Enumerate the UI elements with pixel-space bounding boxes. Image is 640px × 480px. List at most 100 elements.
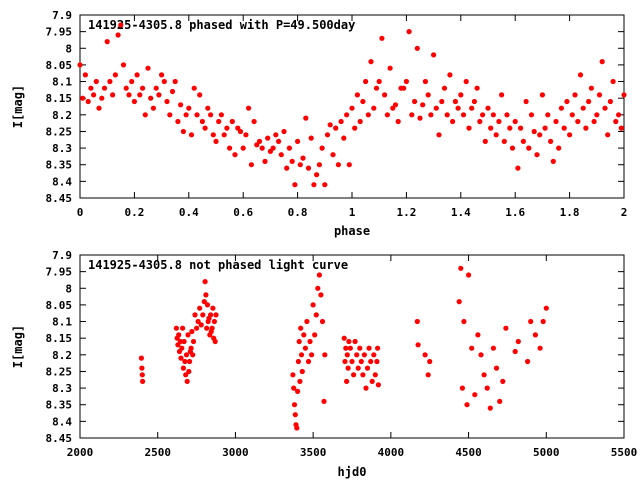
y-tick-label: 8.45 [46, 192, 73, 205]
data-point [115, 32, 121, 38]
data-point [450, 118, 456, 125]
data-point [179, 345, 185, 351]
data-point [392, 102, 399, 108]
data-point [324, 132, 331, 138]
data-point [371, 352, 377, 358]
data-point [297, 162, 303, 168]
data-point [145, 65, 151, 71]
data-point [188, 132, 195, 138]
data-point [281, 128, 287, 135]
data-point [365, 112, 371, 118]
data-point [420, 102, 426, 108]
data-point [425, 372, 431, 378]
data-point [433, 105, 439, 111]
data-point [256, 138, 263, 144]
data-points [138, 265, 549, 431]
data-point [243, 132, 249, 138]
y-tick-label: 8.3 [52, 382, 72, 395]
y-tick-label: 8.2 [52, 109, 72, 122]
data-point [322, 182, 328, 188]
data-point [303, 115, 309, 121]
data-point [481, 372, 487, 378]
data-point [503, 325, 509, 331]
data-point [497, 398, 503, 404]
x-tick-label: 1 [349, 206, 356, 219]
data-point [311, 182, 317, 188]
data-point [198, 322, 204, 328]
y-tick-label: 8.3 [52, 142, 72, 155]
data-point [210, 132, 216, 138]
data-point [414, 318, 420, 325]
data-point [232, 152, 238, 158]
x-tick-label: 1.6 [505, 206, 525, 219]
data-point [218, 112, 224, 118]
data-point [354, 92, 360, 98]
x-tick-label: 1.4 [451, 206, 471, 219]
data-point [427, 358, 433, 365]
data-point [372, 372, 378, 378]
x-tick-label: 1.8 [560, 206, 580, 219]
data-point [373, 85, 380, 91]
data-point [363, 78, 369, 85]
data-point [330, 152, 336, 158]
data-point [297, 378, 303, 384]
data-point [507, 125, 513, 131]
data-point [395, 118, 401, 125]
data-point [185, 332, 191, 338]
data-point [360, 372, 366, 378]
data-point [371, 105, 377, 111]
x-tick-label: 0.4 [179, 206, 199, 219]
data-point [167, 112, 173, 118]
data-point [186, 368, 192, 375]
data-point [531, 128, 537, 135]
data-point [88, 85, 94, 91]
data-point [295, 138, 301, 144]
data-point [403, 78, 409, 85]
data-point [594, 112, 600, 118]
data-point [182, 358, 188, 365]
data-point [104, 39, 110, 45]
data-point [315, 285, 321, 291]
data-point [221, 132, 227, 138]
data-point [374, 358, 380, 365]
data-point [452, 98, 458, 105]
x-tick-label: 4000 [378, 446, 405, 459]
data-point [474, 85, 480, 91]
data-point [360, 98, 366, 105]
data-point [304, 318, 310, 325]
x-tick-label: 5500 [611, 446, 638, 459]
data-point [173, 325, 179, 331]
data-point [212, 338, 218, 345]
data-point [211, 318, 217, 325]
data-point [335, 162, 341, 168]
data-point [464, 402, 470, 408]
data-point [607, 98, 614, 105]
data-point [190, 352, 196, 358]
x-tick-label: 5000 [533, 446, 560, 459]
data-point [318, 292, 324, 298]
data-point [123, 85, 129, 91]
data-point [302, 345, 308, 351]
data-point [472, 392, 478, 398]
data-point [525, 358, 531, 365]
data-point [338, 118, 344, 125]
data-point [550, 158, 556, 164]
data-point [299, 368, 305, 375]
data-point [208, 112, 214, 118]
data-point [342, 358, 348, 365]
data-point [515, 165, 521, 171]
data-point [610, 78, 616, 85]
data-point [187, 358, 193, 365]
data-point [488, 125, 494, 131]
data-point [599, 59, 605, 65]
data-point [190, 338, 197, 345]
data-point [93, 78, 99, 85]
data-point [347, 345, 353, 351]
data-point [91, 92, 97, 98]
data-point [469, 105, 475, 111]
data-point [613, 118, 619, 125]
data-point [197, 92, 203, 98]
data-point [319, 318, 326, 325]
data-point [504, 112, 510, 118]
x-tick-label: 0.8 [288, 206, 308, 219]
